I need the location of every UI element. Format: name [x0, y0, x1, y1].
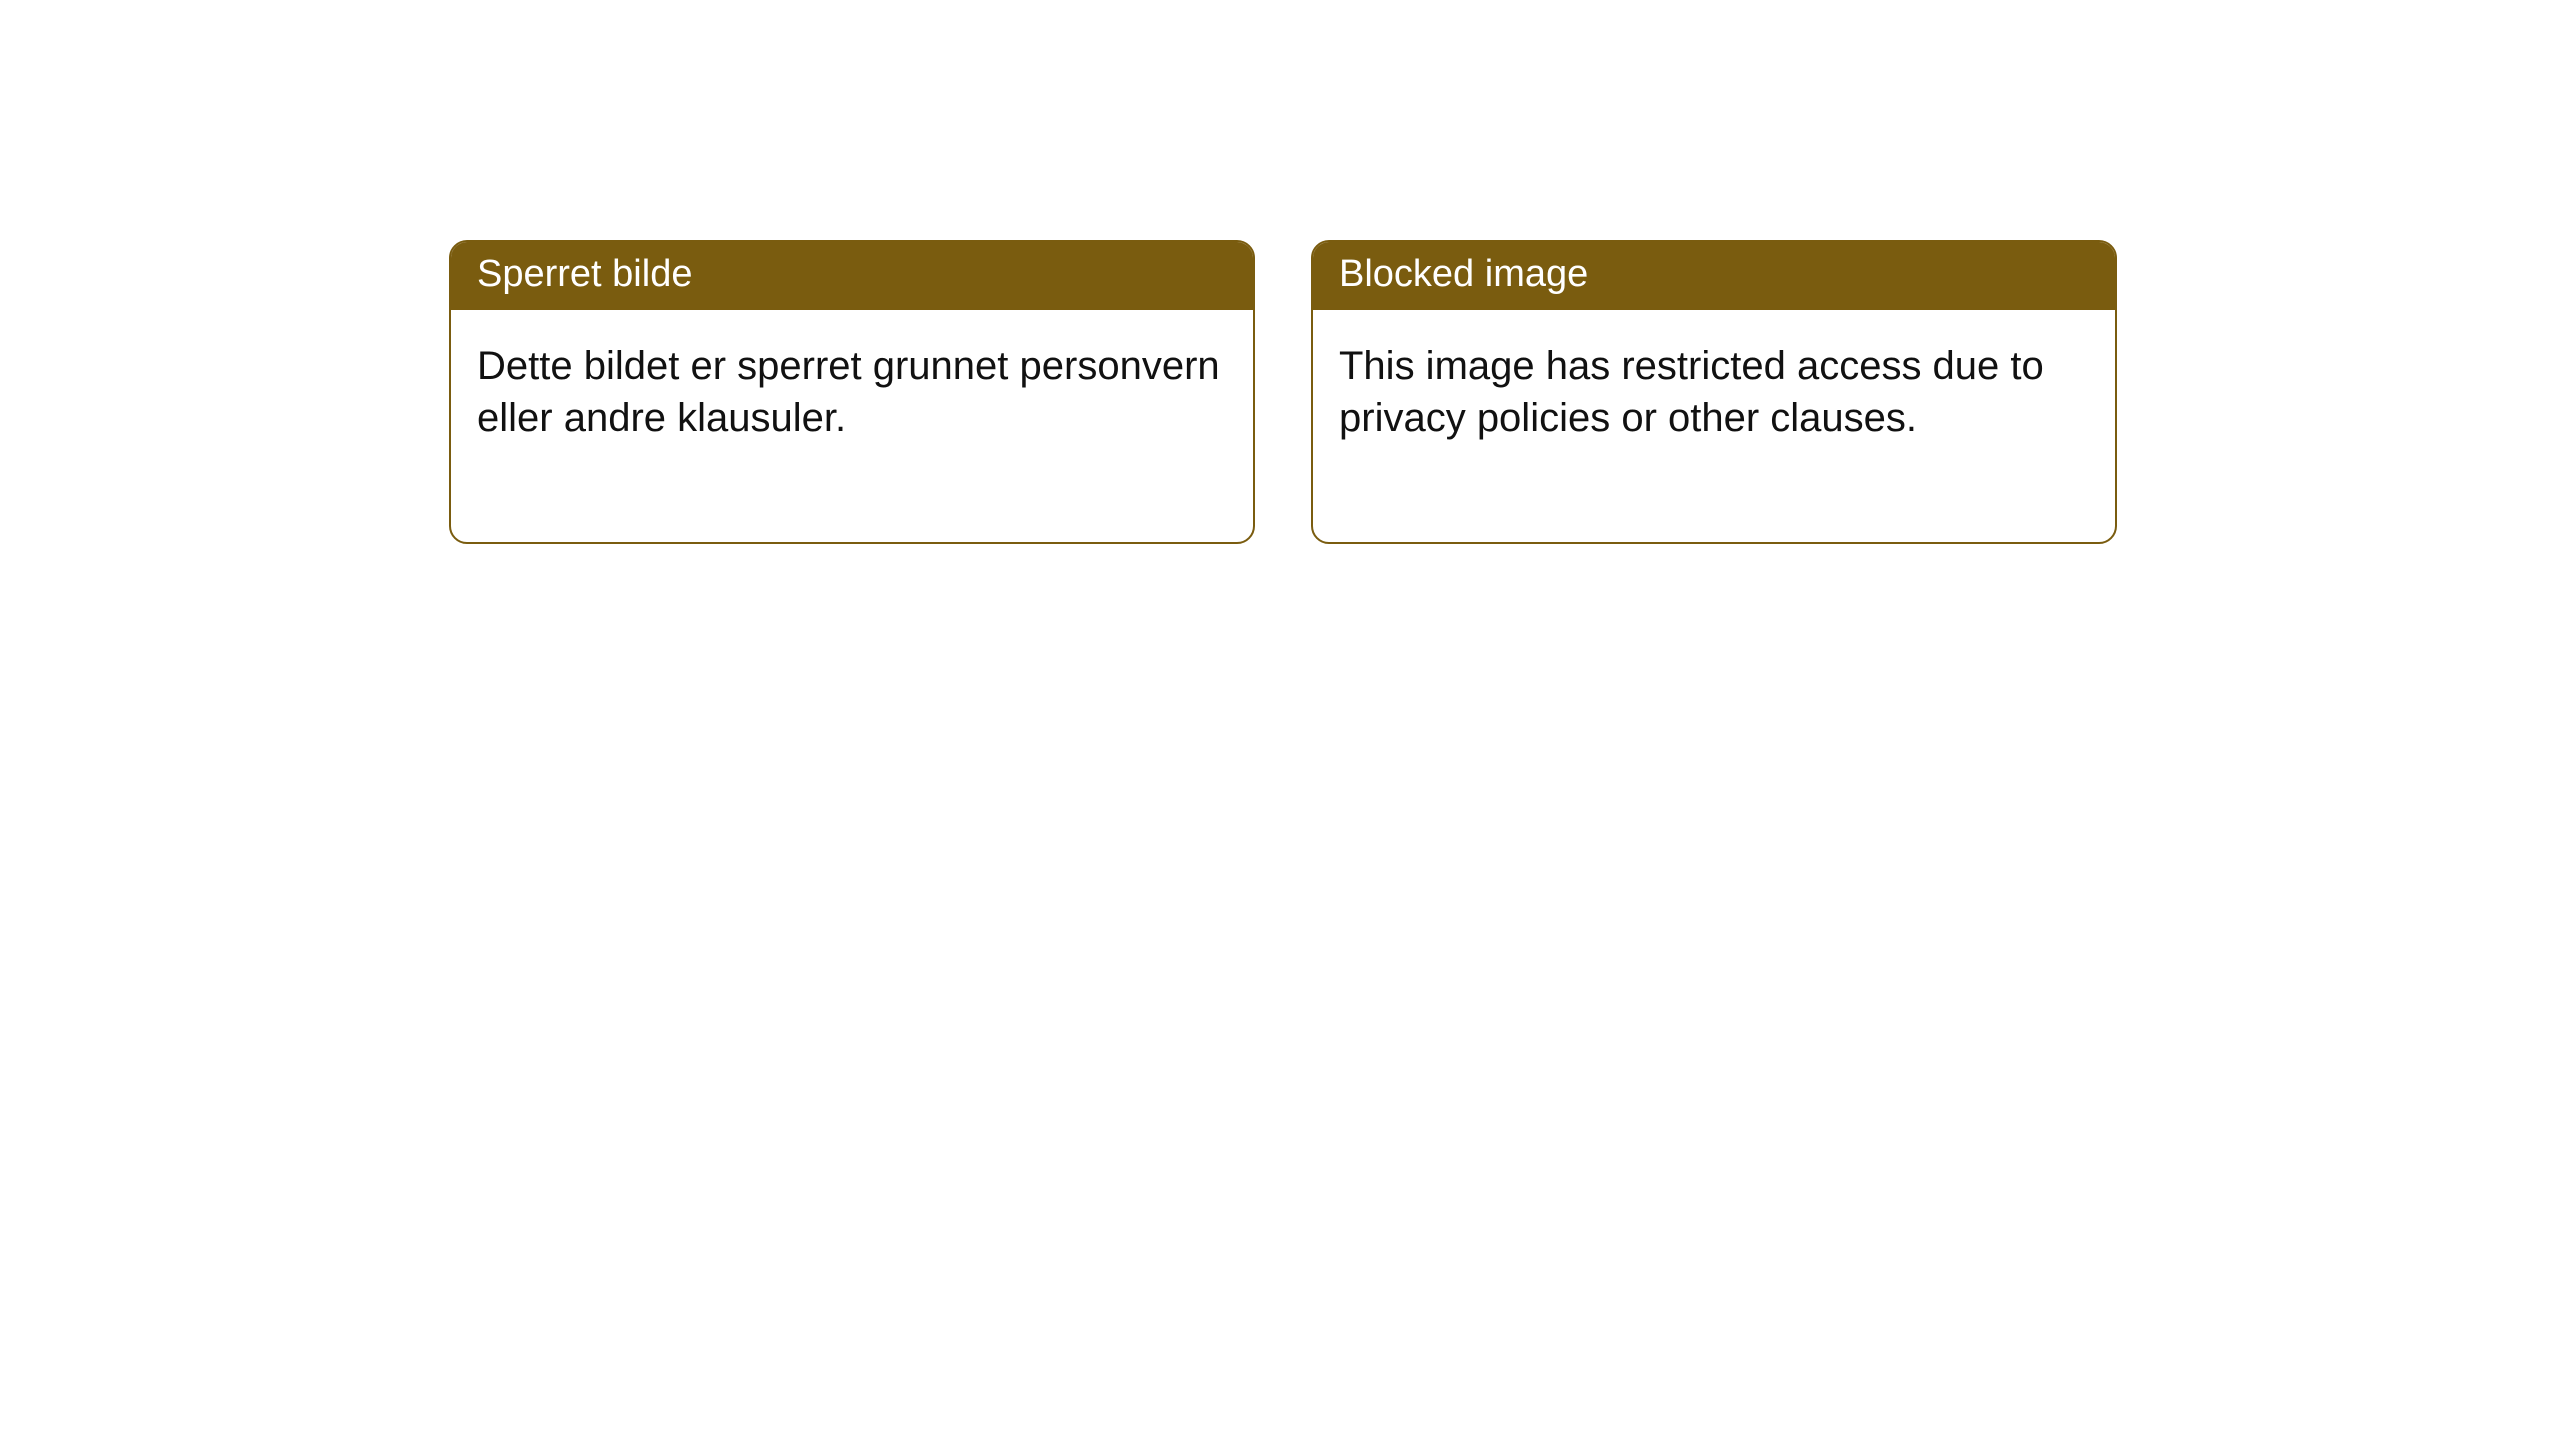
card-blocked-image: Blocked image This image has restricted … — [1311, 240, 2117, 544]
card-title: Blocked image — [1339, 253, 1588, 295]
card-sperret-bilde: Sperret bilde Dette bildet er sperret gr… — [449, 240, 1255, 544]
card-body-text: This image has restricted access due to … — [1339, 344, 2044, 440]
card-title: Sperret bilde — [477, 253, 692, 295]
cards-container: Sperret bilde Dette bildet er sperret gr… — [449, 240, 2117, 544]
card-header: Sperret bilde — [451, 242, 1253, 310]
card-header: Blocked image — [1313, 242, 2115, 310]
card-body: Dette bildet er sperret grunnet personve… — [451, 310, 1253, 542]
card-body-text: Dette bildet er sperret grunnet personve… — [477, 344, 1220, 440]
card-body: This image has restricted access due to … — [1313, 310, 2115, 542]
